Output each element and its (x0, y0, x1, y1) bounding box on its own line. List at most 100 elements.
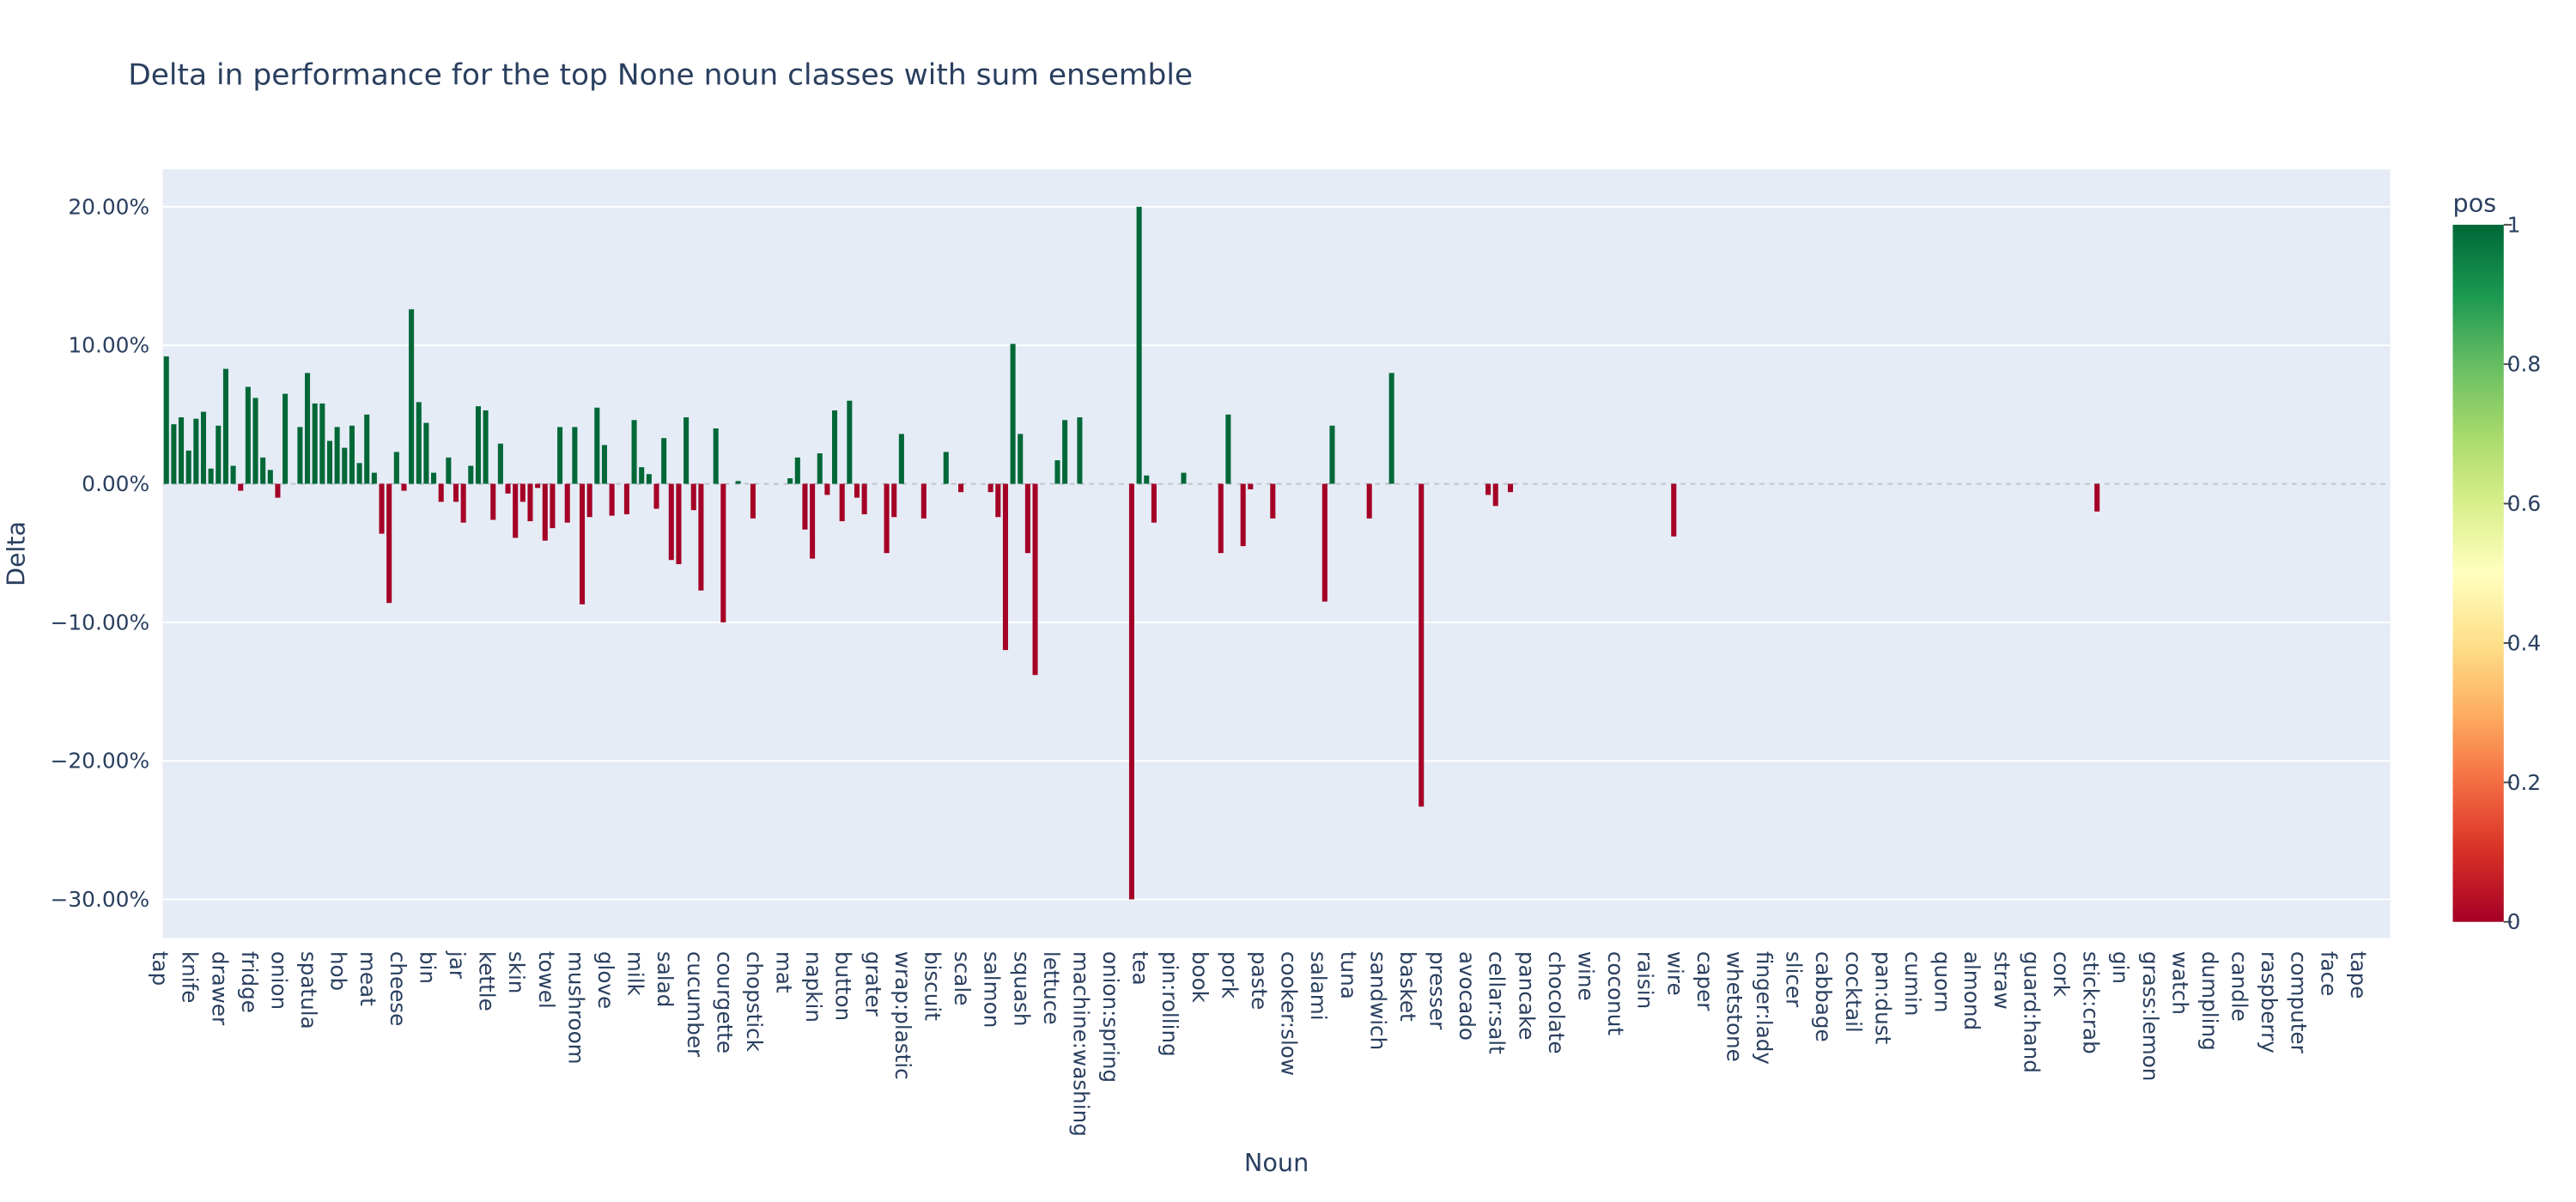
bar (787, 478, 793, 484)
bar (646, 474, 652, 484)
y-tick-label: 20.00% (68, 194, 149, 219)
y-tick-label: −20.00% (51, 749, 150, 774)
bar (483, 410, 489, 484)
bar (668, 483, 674, 561)
bar (586, 483, 592, 518)
bar (342, 447, 348, 484)
bar (535, 483, 541, 489)
x-tick-label: kettle (475, 951, 500, 1011)
bar (1485, 483, 1492, 495)
x-tick-label: cumin (1900, 951, 1925, 1017)
x-tick-label: mat (772, 951, 797, 993)
x-tick-label: knife (178, 951, 203, 1004)
bar (267, 470, 273, 484)
colorbar-tick-label: 1 (2507, 212, 2521, 237)
x-tick-label: milk (623, 951, 648, 997)
bar (208, 468, 214, 484)
bar (1507, 483, 1514, 493)
x-tick-label: tea (1128, 951, 1153, 986)
bar (1077, 417, 1083, 484)
x-tick-label: stick:crab (2079, 951, 2104, 1054)
x-tick-label: finger:lady (1752, 951, 1777, 1065)
bar (1321, 483, 1327, 602)
bar (891, 483, 897, 518)
x-tick-label: meat (355, 951, 380, 1006)
bar (713, 428, 719, 484)
x-tick-label: computer (2287, 951, 2312, 1054)
x-tick-label: lettuce (1039, 951, 1064, 1025)
x-tick-label: candle (2227, 951, 2252, 1022)
x-tick-label: jar (445, 950, 470, 980)
bar (319, 403, 325, 484)
y-axis-label: Delta (2, 521, 31, 586)
bar (550, 483, 556, 529)
x-tick-label: gin (2108, 951, 2133, 984)
x-tick-label: cocktail (1841, 951, 1866, 1033)
bar (468, 465, 474, 484)
bar (386, 483, 392, 604)
bar (690, 483, 696, 511)
bar (1002, 483, 1008, 651)
bar (245, 386, 251, 484)
bar (527, 483, 533, 522)
x-tick-label: skin (504, 951, 529, 994)
x-tick-label: cork (2049, 951, 2074, 998)
bar (371, 472, 377, 484)
x-tick-label: slicer (1782, 951, 1807, 1008)
x-tick-label: paste (1247, 951, 1272, 1010)
bar (364, 414, 370, 484)
bar (275, 483, 281, 498)
bar (312, 403, 318, 484)
bar (750, 483, 756, 519)
bar (305, 373, 311, 484)
bar (252, 398, 258, 484)
x-tick-label: biscuit (920, 951, 945, 1021)
colorbar-title: pos (2453, 189, 2497, 218)
bar (698, 483, 704, 591)
bar (735, 481, 741, 484)
bar (297, 427, 303, 484)
x-tick-label: wine (1573, 951, 1598, 1001)
bar (179, 417, 185, 484)
x-tick-label: chopstick (742, 951, 767, 1053)
bar (1419, 483, 1425, 807)
x-tick-label: presser (1425, 951, 1450, 1030)
x-tick-label: cucumber (683, 951, 708, 1058)
chart-title: Delta in performance for the top None no… (128, 58, 1193, 93)
bar (200, 411, 207, 484)
x-tick-label: hob (326, 951, 351, 991)
bar (193, 418, 199, 484)
bar (505, 483, 511, 494)
bar (683, 417, 690, 484)
bar (326, 440, 333, 484)
x-tick-label: face (2316, 951, 2341, 996)
colorbar-tick-label: 0.4 (2507, 631, 2542, 656)
bar (564, 483, 570, 523)
x-tick-label: salmon (980, 951, 1005, 1029)
bar (334, 427, 340, 484)
x-tick-label: tuna (1336, 951, 1361, 999)
bar (238, 483, 244, 491)
x-tick-label: quorn (1930, 951, 1955, 1013)
bar (579, 483, 586, 604)
y-tick-label: 10.00% (68, 333, 149, 358)
bar (1492, 483, 1498, 507)
x-tick-label: salad (653, 951, 677, 1008)
plot-area (162, 169, 2391, 938)
bar (794, 457, 800, 484)
bar (1388, 373, 1394, 484)
x-tick-label: cabbage (1811, 951, 1836, 1042)
bar (861, 483, 867, 515)
x-tick-label: chocolate (1544, 951, 1569, 1054)
bar (631, 420, 637, 484)
x-tick-label: caper (1692, 951, 1717, 1011)
x-tick-label: cooker:slow (1277, 951, 1302, 1076)
bar (438, 483, 444, 502)
x-tick-label: pin:rolling (1157, 951, 1182, 1057)
x-axis-label: Noun (1244, 1148, 1309, 1177)
bar (1240, 483, 1246, 547)
bar (601, 445, 607, 484)
x-tick-label: book (1188, 951, 1212, 1004)
